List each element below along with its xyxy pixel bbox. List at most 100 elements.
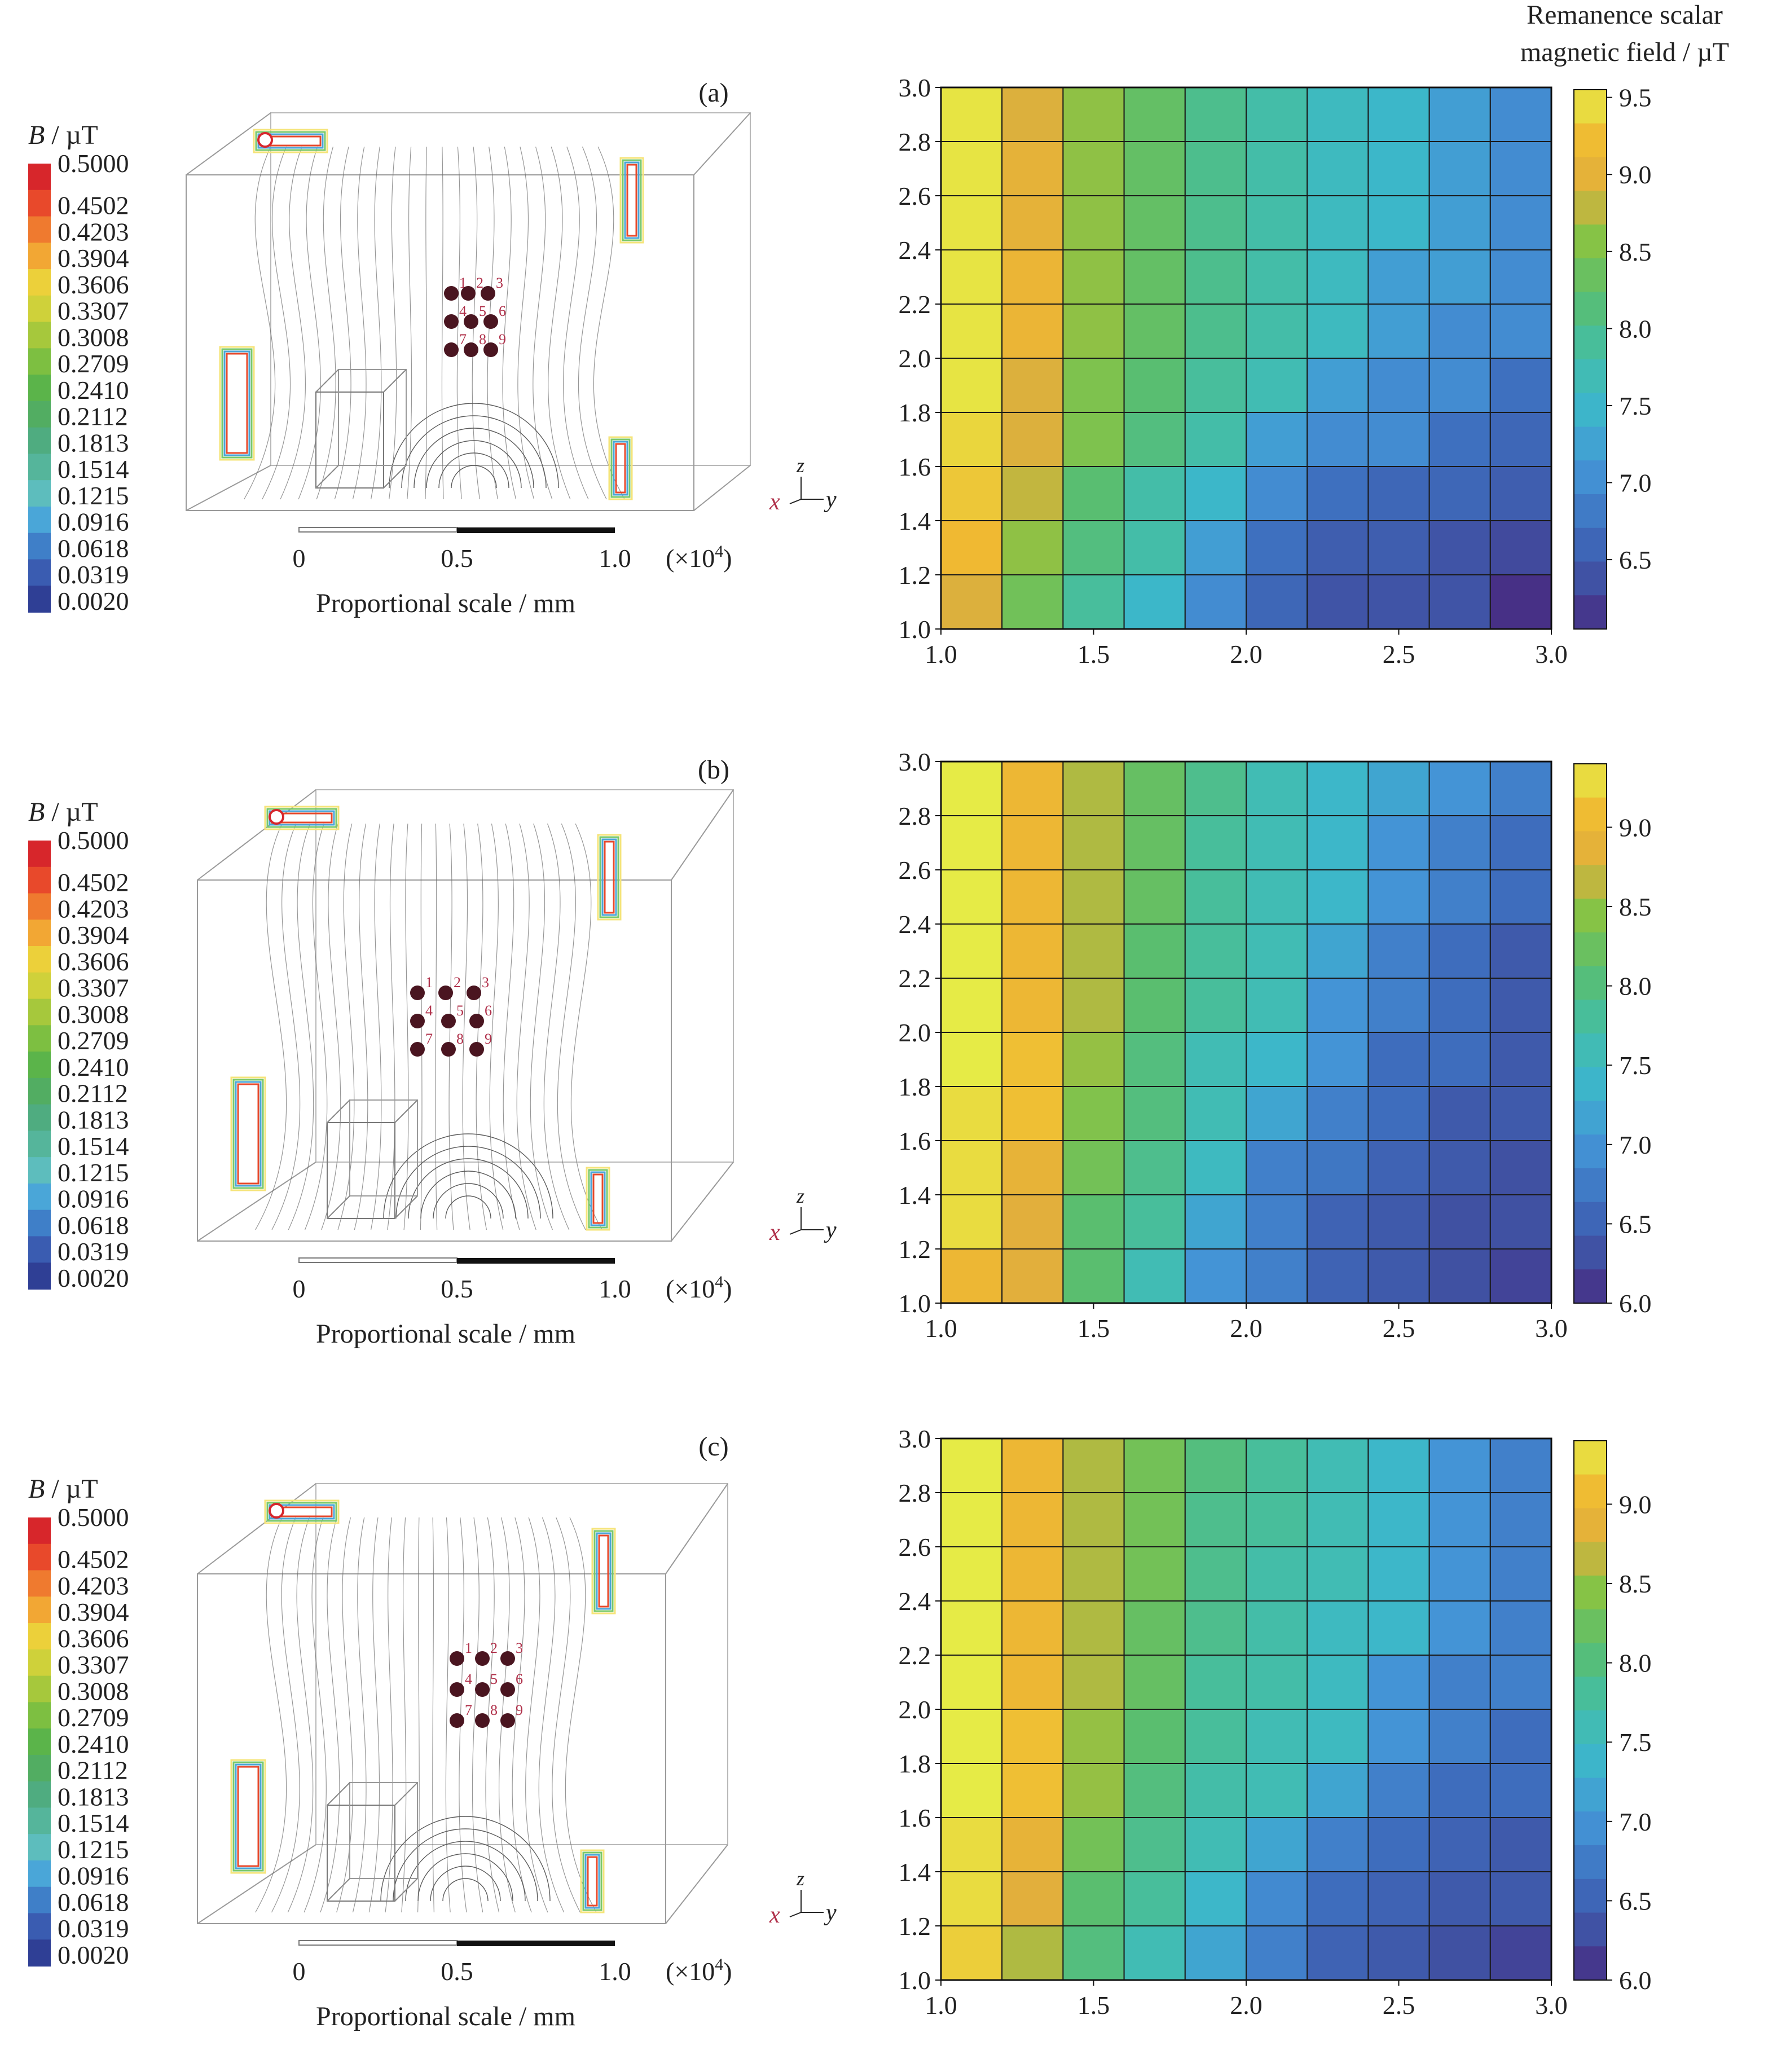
probe-label: 5 [479,303,486,319]
scale-tick-label: 0.5 [441,1957,473,1986]
hotspot-contour [266,808,337,828]
colorbar-tick-label: 8.5 [1619,237,1652,266]
heatmap-cell [1489,358,1552,413]
heatmap-cell [1428,574,1491,630]
legend-tick-label: 0.1215 [58,1835,129,1864]
hotspot-contour [599,836,619,918]
probe-point [410,1042,425,1057]
legend-tick-label: 0.2112 [58,402,128,431]
heatmap-cell [1062,1086,1125,1141]
cube-edge [693,112,751,175]
scale-tick-label: 1.0 [599,544,631,573]
heatmap-cell [1367,303,1430,359]
colorbar-segment [1574,1101,1607,1136]
heatmap-cell [1489,1492,1552,1547]
heatmap-cell [1246,1140,1308,1195]
cube-edge [665,1483,728,1574]
heatmap-cell [1123,1925,1186,1981]
contour-line [316,146,336,500]
colorbar-tick-label: 9.0 [1619,160,1652,189]
panel-c: (c) B / µT 0.5000 0.4502 0.4203 0.3904 0.3606 0… [0,1354,1777,2031]
heatmap-cell [1184,1600,1247,1656]
heatmap-cell [1428,412,1491,467]
y-tick-label: 1.8 [899,1072,931,1101]
heatmap-cell [1367,1925,1430,1981]
colorbar-tick-label: 7.5 [1619,1728,1652,1757]
hotspot-peak [257,132,273,148]
heatmap-cell [1001,1871,1064,1926]
heatmap-cell [1307,1871,1369,1926]
colorbar-segment [1574,1845,1607,1880]
heatmap-cell [1367,574,1430,630]
source-box-edge [327,1099,350,1123]
legend-swatch [28,1754,51,1782]
probe-point [475,1682,490,1697]
probe-label: 8 [456,1031,464,1047]
probe-point [500,1651,515,1666]
y-tick-label: 2.0 [899,1695,931,1724]
source-box-back [349,1782,418,1879]
heatmap-cell [940,1709,1003,1764]
heatmap-cell [1489,574,1552,630]
heatmap-cell [1489,141,1552,196]
heatmap-cell [1367,1086,1430,1141]
heatmap-cells [940,87,1552,630]
probe-point [464,314,478,329]
heatmap-cell [1428,815,1491,870]
legend-tick-label: 0.1514 [58,455,129,483]
heatmap-cell [1001,1546,1064,1602]
source-box-edge [327,1195,350,1219]
heatmap-cell [1062,869,1125,925]
heatmap-cell [940,412,1003,467]
heatmap-cell [1001,412,1064,467]
probe-label: 7 [465,1702,472,1718]
probe-point [410,1014,425,1028]
heatmap-cell [1001,1763,1064,1818]
heatmap-cell [1307,1086,1369,1141]
legend-tick-label: 0.3307 [58,974,129,1002]
colorbar-segment [1574,325,1607,360]
heatmap-cell [1246,1925,1308,1981]
heatmap-cells [940,1438,1552,1981]
hotspot-contour [580,1849,605,1913]
legend-swatch [28,1939,51,1967]
legend-tick-label: 0.2410 [58,1730,129,1758]
heatmap-cell [1062,1871,1125,1926]
colorbar-segment [1574,797,1607,832]
probe-point [438,986,453,1000]
axis-y-label: y [824,1217,837,1243]
heatmap-cell [1367,520,1430,575]
heatmap-cell [1062,1817,1125,1872]
contour-line [512,1517,532,1913]
colorbar-segment [1574,1202,1607,1237]
colorbar-tick-label: 7.0 [1619,1130,1652,1159]
source-box-edge [383,465,407,489]
panel-label: (a) [698,78,728,108]
colorbar-segment [1574,527,1607,562]
legend-tick-label: 0.2410 [58,1053,129,1081]
probe-point [500,1713,515,1728]
heatmap-cell [1001,1140,1064,1195]
probe-label: 6 [516,1671,523,1687]
hotspot-contour [221,348,253,459]
heatmap-cell [1489,978,1552,1033]
remanence-heatmap: 1.0 1.2 1.4 1.6 1.8 2.0 2.2 2.4 2.6 2.8 3.0 1.0 1.5 2… [899,1424,1652,2031]
remanence-heatmap: 1.0 1.2 1.4 1.6 1.8 2.0 2.2 2.4 2.6 2.8 3.0 1.0 1.5 2… [899,0,1730,668]
colorbar-segment [1574,561,1607,596]
legend-tick-label: 0.4502 [58,868,129,897]
x-tick-label: 2.0 [1230,1314,1263,1343]
legend-tick-label: 0.0916 [58,1185,129,1213]
heatmap-cell [1307,815,1369,870]
contour-arc [395,1146,541,1219]
remanence-heatmap: 1.0 1.2 1.4 1.6 1.8 2.0 2.2 2.4 2.6 2.8 3.0 1.0 1.5 2… [899,747,1652,1354]
heatmap-cell [1062,1032,1125,1087]
axis-z-label: z [796,1185,804,1207]
heatmap-cell [1246,1492,1308,1547]
x-tick-label: 2.5 [1383,640,1415,668]
heatmap-cell [1123,1086,1186,1141]
heatmap-cell [1428,1871,1491,1926]
heatmap-cell [1367,249,1430,305]
heatmap-cell [1489,1709,1552,1764]
probe-label: 5 [456,1002,464,1019]
legend-swatch [28,164,51,191]
